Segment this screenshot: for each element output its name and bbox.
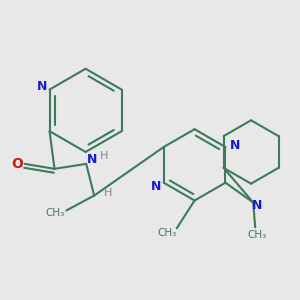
Text: O: O bbox=[11, 157, 23, 171]
Text: N: N bbox=[151, 180, 161, 193]
Text: N: N bbox=[37, 80, 47, 93]
Text: N: N bbox=[87, 153, 98, 167]
Text: H: H bbox=[100, 151, 108, 161]
Text: N: N bbox=[252, 199, 262, 212]
Text: CH₃: CH₃ bbox=[157, 228, 176, 238]
Text: CH₃: CH₃ bbox=[248, 230, 267, 240]
Text: H: H bbox=[104, 188, 112, 198]
Text: N: N bbox=[230, 139, 241, 152]
Text: CH₃: CH₃ bbox=[45, 208, 64, 218]
